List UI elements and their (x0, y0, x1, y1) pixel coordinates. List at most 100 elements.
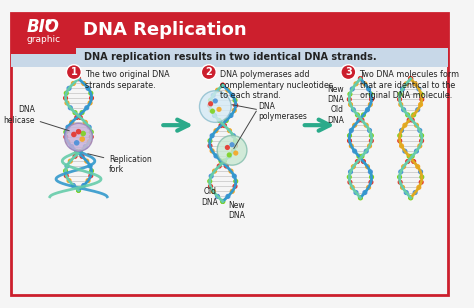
Circle shape (82, 82, 86, 85)
Circle shape (406, 160, 410, 163)
Circle shape (80, 111, 84, 115)
Text: Two DNA molecules form
that are identical to the
original DNA molecule.: Two DNA molecules form that are identica… (359, 70, 460, 100)
Text: DNA polymerases add
complementary nucleotides
to each strand.: DNA polymerases add complementary nucleo… (220, 70, 333, 100)
Circle shape (403, 124, 407, 127)
Bar (76, 13, 448, 48)
Circle shape (349, 103, 352, 106)
Text: The two original DNA
strands separate.: The two original DNA strands separate. (85, 70, 170, 90)
Circle shape (214, 129, 218, 132)
Circle shape (348, 92, 352, 96)
Text: New
DNA: New DNA (327, 85, 344, 104)
Circle shape (66, 65, 82, 79)
Circle shape (418, 144, 422, 148)
Circle shape (82, 184, 86, 187)
Circle shape (72, 184, 75, 187)
Circle shape (87, 140, 91, 144)
Circle shape (398, 92, 402, 96)
Circle shape (224, 164, 228, 168)
Circle shape (81, 131, 86, 136)
Text: DNA Replication: DNA Replication (83, 21, 247, 39)
Circle shape (210, 109, 213, 112)
Circle shape (224, 119, 228, 122)
Text: Old
DNA: Old DNA (201, 188, 218, 207)
Circle shape (230, 93, 234, 97)
Text: Old
DNA: Old DNA (327, 105, 344, 125)
Circle shape (221, 200, 225, 203)
Circle shape (354, 82, 358, 86)
Circle shape (209, 184, 212, 188)
Circle shape (225, 145, 230, 150)
Circle shape (219, 159, 223, 163)
Circle shape (64, 96, 67, 100)
Circle shape (77, 77, 81, 80)
Circle shape (349, 128, 353, 132)
Circle shape (356, 160, 359, 163)
Circle shape (409, 77, 412, 80)
Circle shape (420, 98, 424, 101)
Circle shape (229, 142, 235, 147)
Circle shape (213, 98, 218, 103)
Circle shape (68, 159, 72, 163)
Circle shape (400, 144, 403, 148)
Circle shape (232, 174, 236, 178)
Circle shape (419, 170, 422, 174)
Circle shape (229, 169, 233, 173)
Circle shape (83, 120, 87, 124)
Circle shape (365, 108, 369, 111)
Circle shape (233, 151, 238, 156)
Text: 2: 2 (205, 67, 212, 77)
Circle shape (210, 109, 215, 114)
Circle shape (234, 179, 237, 183)
Circle shape (64, 123, 92, 151)
Circle shape (75, 150, 79, 153)
Circle shape (234, 144, 237, 148)
Circle shape (77, 77, 81, 80)
Circle shape (407, 154, 411, 158)
Circle shape (402, 108, 405, 111)
Circle shape (226, 88, 230, 92)
Circle shape (90, 135, 93, 139)
Circle shape (211, 93, 215, 97)
Circle shape (370, 134, 373, 137)
Circle shape (357, 118, 361, 122)
Circle shape (404, 191, 408, 194)
Circle shape (368, 170, 372, 174)
Circle shape (365, 124, 368, 127)
Circle shape (356, 113, 359, 117)
Circle shape (73, 154, 77, 158)
Circle shape (419, 180, 423, 184)
Circle shape (350, 87, 354, 91)
Circle shape (83, 145, 87, 148)
Circle shape (208, 103, 211, 107)
Text: New
DNA: New DNA (228, 201, 245, 220)
Circle shape (227, 152, 232, 157)
Circle shape (353, 124, 356, 127)
Circle shape (75, 116, 79, 119)
Circle shape (416, 165, 419, 168)
Circle shape (362, 160, 365, 163)
Text: graphic: graphic (26, 35, 60, 44)
Circle shape (89, 91, 92, 95)
Circle shape (231, 134, 235, 138)
Circle shape (209, 99, 212, 102)
Circle shape (208, 101, 213, 106)
FancyArrowPatch shape (163, 120, 188, 131)
Circle shape (80, 154, 84, 158)
Circle shape (234, 139, 237, 143)
Circle shape (415, 124, 419, 127)
Circle shape (401, 87, 404, 91)
Circle shape (347, 134, 351, 137)
Circle shape (68, 106, 72, 110)
Circle shape (216, 88, 219, 92)
Circle shape (208, 179, 211, 183)
Circle shape (89, 174, 92, 178)
Text: BIO: BIO (27, 18, 60, 36)
Circle shape (213, 114, 216, 117)
Circle shape (90, 130, 93, 134)
Circle shape (399, 170, 402, 174)
Circle shape (219, 124, 223, 128)
Circle shape (88, 164, 92, 168)
Circle shape (90, 169, 93, 173)
Circle shape (88, 101, 92, 105)
Circle shape (67, 87, 71, 90)
